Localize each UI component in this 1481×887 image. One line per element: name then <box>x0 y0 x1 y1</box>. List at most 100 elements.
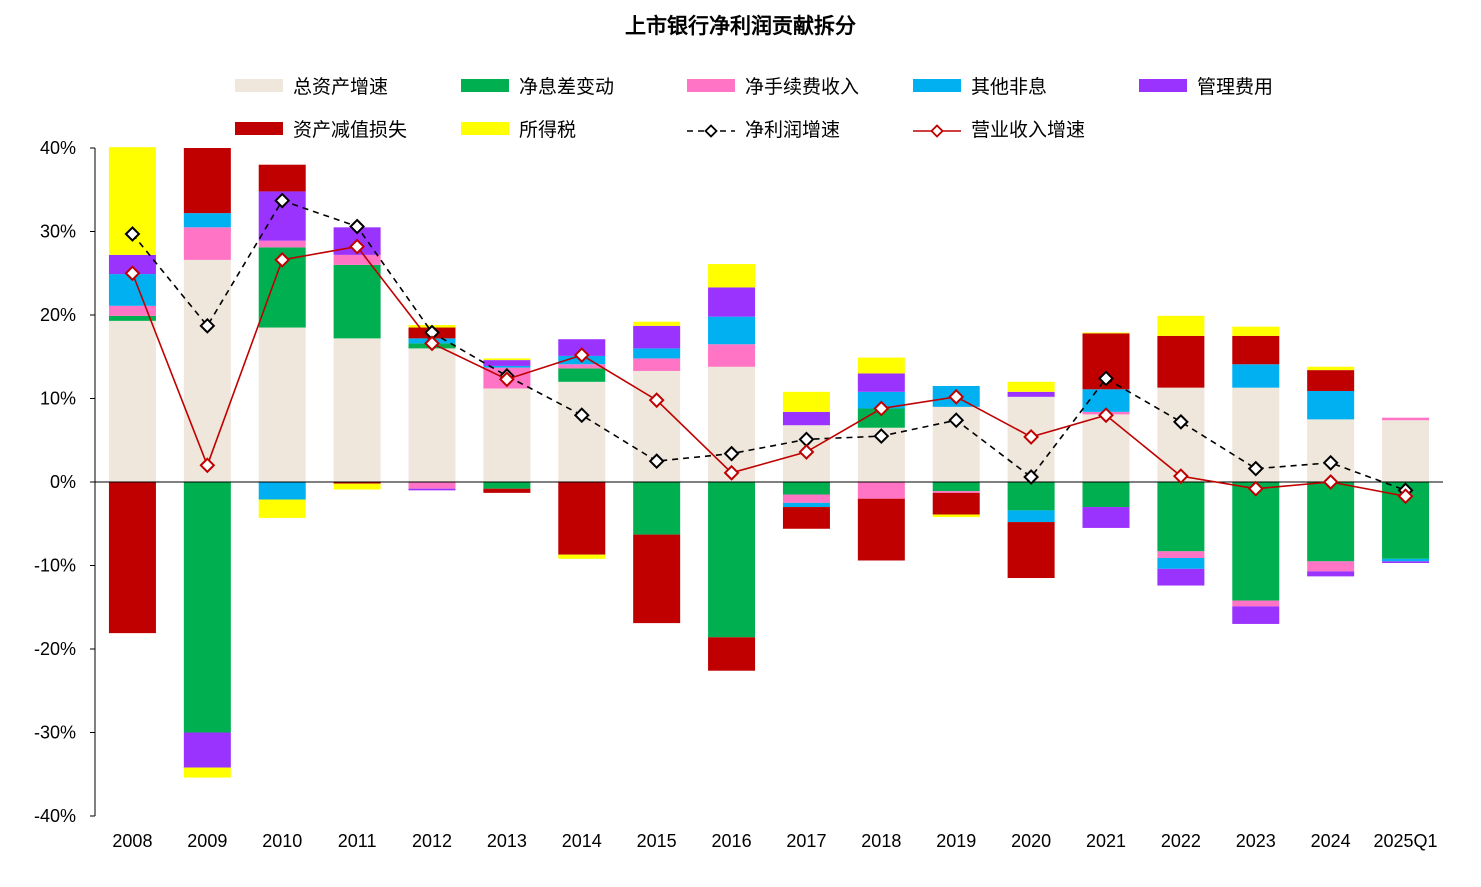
bar-segment-2010 <box>258 327 306 482</box>
y-tick-label: 20% <box>40 305 76 325</box>
bar-segment-2018 <box>857 373 905 392</box>
legend-swatch <box>461 121 509 135</box>
bar-segment-2016 <box>708 287 756 317</box>
series-point-营业收入增速 <box>1172 468 1189 485</box>
legend-item: 资产减值损失 <box>235 116 408 141</box>
legend-label: 所得税 <box>519 118 577 141</box>
y-tick-label: -20% <box>34 639 76 659</box>
bar-segment-2013 <box>483 365 531 368</box>
legend-swatch <box>913 78 961 92</box>
bar-segment-2017 <box>782 494 830 503</box>
series-point-营业收入增速 <box>723 464 740 481</box>
series-point-营业收入增速 <box>873 400 890 417</box>
bar-segment-2025Q1 <box>1382 420 1430 482</box>
bar-segment-2024 <box>1307 390 1355 420</box>
y-tick-label: -30% <box>34 723 76 743</box>
bar-segment-2012 <box>408 488 456 491</box>
bar-segment-2014 <box>558 554 606 559</box>
x-tick-label: 2010 <box>262 831 302 851</box>
bar-segment-2010 <box>258 482 306 500</box>
legend-line-marker <box>687 121 735 138</box>
series-point-营业收入增速 <box>274 251 291 268</box>
series-point-净利润增速 <box>948 412 965 429</box>
legend-label: 营业收入增速 <box>971 118 1086 141</box>
bar-segment-2020 <box>1007 510 1055 523</box>
bar-segment-2012 <box>408 482 456 489</box>
bar-segment-2011 <box>333 482 381 484</box>
legend-line-marker <box>913 121 961 138</box>
legend-item: 净手续费收入 <box>687 73 860 98</box>
series-point-净利润增速 <box>873 428 890 444</box>
bar-segment-2017 <box>782 411 830 426</box>
bar-segment-2009 <box>183 767 231 778</box>
bar-segment-2017 <box>782 391 830 412</box>
bar-segment-2009 <box>183 482 231 733</box>
bar-segment-2018 <box>857 498 905 561</box>
bar-segment-2022 <box>1157 387 1205 482</box>
series-point-营业收入增速 <box>424 335 440 352</box>
x-tick-label: 2024 <box>1311 831 1351 851</box>
bar-segment-2018 <box>857 408 905 428</box>
series-point-营业收入增速 <box>1023 428 1040 445</box>
legend-item: 所得税 <box>461 116 577 141</box>
bar-segment-2023 <box>1232 326 1280 336</box>
bar-segment-2011 <box>333 254 381 265</box>
y-tick-label: 40% <box>40 138 76 158</box>
bar-segment-2016 <box>708 344 756 367</box>
x-tick-label: 2011 <box>338 831 377 851</box>
bar-segment-2019 <box>932 482 980 492</box>
series-point-净利润增速 <box>1172 413 1189 430</box>
series-point-营业收入增速 <box>948 388 965 405</box>
bar-segment-2016 <box>708 637 756 671</box>
y-tick-label: -40% <box>34 806 76 826</box>
bar-segment-2021 <box>1082 482 1130 508</box>
legend-label: 总资产增速 <box>293 75 389 98</box>
bar-segment-2008 <box>108 254 156 275</box>
bar-segment-2014 <box>558 364 606 369</box>
legend-item: 其他非息 <box>913 73 1048 98</box>
series-point-净利润增速 <box>349 218 366 235</box>
x-tick-label: 2013 <box>487 831 527 851</box>
bar-segment-2014 <box>558 482 606 555</box>
series-point-营业收入增速 <box>1397 488 1414 505</box>
bar-segment-2019 <box>932 514 980 518</box>
bar-segment-2020 <box>1007 482 1055 511</box>
x-tick-label: 2015 <box>637 831 677 851</box>
bar-segment-2008 <box>108 315 156 321</box>
bar-segment-2008 <box>108 320 156 482</box>
bar-segment-2010 <box>258 499 306 518</box>
x-tick-label: 2012 <box>412 831 452 851</box>
y-tick-label: -10% <box>34 556 76 576</box>
axis-layer: 40% 30% 20% 10% 0% -10% -20% -30% -40% 2008 2009 20… <box>34 138 1443 851</box>
bar-segment-2016 <box>708 264 756 288</box>
series-point-营业收入增速 <box>498 371 515 388</box>
bar-segment-2014 <box>558 381 606 482</box>
x-tick-label: 2022 <box>1161 831 1201 851</box>
x-tick-label: 2019 <box>936 831 976 851</box>
legend-label: 净利润增速 <box>745 118 841 141</box>
legend-swatch <box>1139 78 1187 92</box>
bar-segment-2021 <box>1082 507 1130 528</box>
legend-label: 净手续费收入 <box>745 75 860 98</box>
bar-segment-2022 <box>1157 551 1205 558</box>
series-point-净利润增速 <box>723 445 740 462</box>
bar-segment-2009 <box>183 148 231 214</box>
legend-item: 总资产增速 <box>235 73 389 98</box>
series-point-营业收入增速 <box>1247 480 1264 497</box>
legend-swatch <box>235 121 283 135</box>
legend-label: 管理费用 <box>1197 75 1274 98</box>
legend-label: 其他非息 <box>971 75 1048 98</box>
series-point-营业收入增速 <box>573 347 590 363</box>
bar-segment-2010 <box>258 240 306 248</box>
bar-segment-2024 <box>1307 366 1355 371</box>
bar-segment-2017 <box>782 507 830 529</box>
bar-segment-2009 <box>183 732 231 768</box>
series-point-净利润增速 <box>199 317 216 334</box>
legend-label: 资产减值损失 <box>293 118 408 141</box>
bar-segment-2023 <box>1232 335 1280 365</box>
legend-swatch <box>461 78 509 92</box>
series-point-净利润增速 <box>1322 454 1339 471</box>
legend-label: 净息差变动 <box>519 75 615 98</box>
bar-segment-2022 <box>1157 482 1205 552</box>
